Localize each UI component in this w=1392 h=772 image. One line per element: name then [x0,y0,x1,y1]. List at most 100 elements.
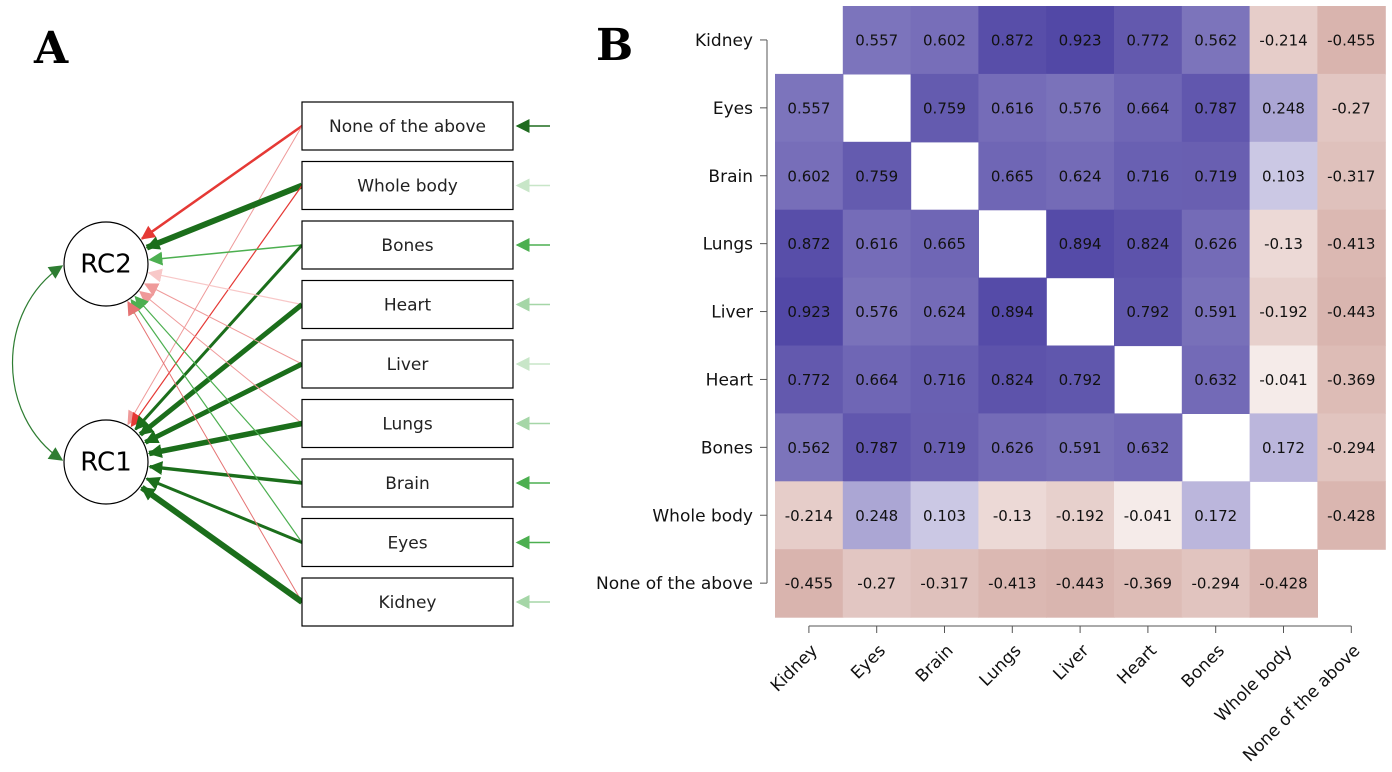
cell-value: 0.616 [991,99,1034,117]
heatmap-cell: 0.248 [842,481,912,550]
cell-value: -0.428 [1327,507,1375,525]
heatmap-cell: 0.557 [842,6,912,75]
cell-fill [1114,141,1183,211]
indicator-bones: Bones [301,220,514,270]
cell-value: -0.455 [785,575,833,593]
heatmap-cells: 0.557 0.602 0.872 0.923 0.772 0.562 -0.214 -0.4… [775,6,1386,618]
cell-value: 0.759 [855,167,898,185]
heatmap-cell: -0.13 [1249,209,1318,279]
cell-fill [1114,413,1183,482]
cell-value: -0.369 [1124,575,1172,593]
panel-a-label: A [33,23,69,74]
cell-value: 0.576 [1059,99,1102,117]
heatmap-cell: -0.13 [978,481,1047,550]
cell-value: -0.443 [1056,575,1104,593]
cell-value: 0.772 [787,371,830,389]
indicator-label: None of the above [329,117,486,137]
heatmap-cell: 0.665 [910,209,979,279]
heatmap-cell: 0.759 [842,141,912,211]
cell-value: 0.576 [855,303,898,321]
cell-fill [842,277,912,347]
cell-value: -0.041 [1259,371,1307,389]
cell-fill [978,413,1047,482]
heatmap-cell: -0.413 [1317,209,1386,279]
cell-fill [1249,345,1318,414]
path-eyes-to-rc2 [130,298,303,543]
cell-fill [1317,413,1386,482]
factor-circle [63,221,149,307]
cell-value: 0.557 [855,31,898,49]
indicator-box [301,517,514,568]
cell-value: -0.443 [1327,303,1375,321]
cell-fill [775,549,844,618]
heatmap-cell: -0.192 [1249,277,1318,347]
cell-value: 0.665 [923,235,966,253]
heatmap-cell: -0.27 [1317,73,1386,143]
heatmap-cell: -0.369 [1114,549,1183,618]
cell-fill [775,141,844,211]
indicator-none-of-the-above: None of the above [301,101,514,151]
cell-fill [910,73,979,143]
heatmap-cell: 0.562 [1181,6,1251,75]
indicator-box [301,279,514,330]
path-whole-body-to-rc2 [145,182,304,251]
factor-nodes: RC2 RC1 [63,221,149,505]
cell-fill [1249,549,1318,618]
cell-fill [775,277,844,347]
cell-fill [910,6,979,75]
cell-fill [1046,73,1115,143]
heatmap-cell: -0.428 [1317,481,1386,550]
path-diagram: None of the above Whole body Bones Heart Liv… [12,101,550,627]
heatmap-cell: 0.172 [1249,413,1318,482]
path-lungs-to-rc2 [139,290,303,424]
cell-value: 0.719 [1194,167,1237,185]
cell-value: 0.719 [923,439,966,457]
cell-value: 0.716 [923,371,966,389]
cell-fill [842,481,912,550]
cell-value: 0.787 [855,439,898,457]
indicator-boxes: None of the above Whole body Bones Heart Liv… [301,101,514,627]
heatmap-cell: 0.626 [1181,209,1251,279]
heatmap-cell: 0.576 [842,277,912,347]
indicator-label: Eyes [387,534,427,554]
cell-fill [910,413,979,482]
factor-circle [63,419,149,505]
row-label-lungs: Lungs [703,235,754,255]
cell-value: 0.772 [1126,31,1169,49]
cell-fill [1114,6,1183,75]
heatmap-cell: 0.632 [1181,345,1251,414]
cell-value: 0.562 [787,439,830,457]
heatmap-cell: 0.923 [775,277,844,347]
heatmap-cell: 0.719 [910,413,979,482]
heatmap-cell: 0.923 [1046,6,1115,75]
path-bones-to-rc2 [148,244,303,266]
col-label-brain: Brain [912,641,958,687]
path-none-of-the-above-to-rc1 [127,125,303,426]
heatmap-cell: -0.428 [1249,549,1318,618]
cell-value: 0.248 [1262,99,1305,117]
cell-value: 0.894 [1059,235,1102,253]
indicator-box [301,220,514,270]
cell-fill [1249,141,1318,211]
cell-value: 0.172 [1194,507,1237,525]
col-label-eyes: Eyes [847,641,890,684]
cell-value: -0.041 [1124,507,1172,525]
cell-value: -0.413 [1327,235,1375,253]
path-brain-to-rc1 [148,461,303,485]
heatmap-cell: -0.192 [1046,481,1115,550]
cell-value: 0.665 [991,167,1034,185]
row-label-liver: Liver [711,303,753,323]
indicator-label: Lungs [382,415,433,435]
cell-value: 0.103 [1262,167,1305,185]
heatmap-cell: 0.787 [1181,73,1251,143]
heatmap-row-labels: Kidney Eyes Brain Lungs Liver Heart Bones Whole… [596,31,753,594]
cell-fill [842,209,912,279]
heatmap-cell: 0.602 [775,141,844,211]
cell-value: -0.317 [920,575,968,593]
cell-value: 0.103 [923,507,966,525]
heatmap-cell: 0.248 [1249,73,1318,143]
cell-value: 0.172 [1262,439,1305,457]
heatmap-cell: 0.664 [1114,73,1183,143]
heatmap-cell: -0.041 [1249,345,1318,414]
factor-rc2: RC2 [63,221,149,307]
